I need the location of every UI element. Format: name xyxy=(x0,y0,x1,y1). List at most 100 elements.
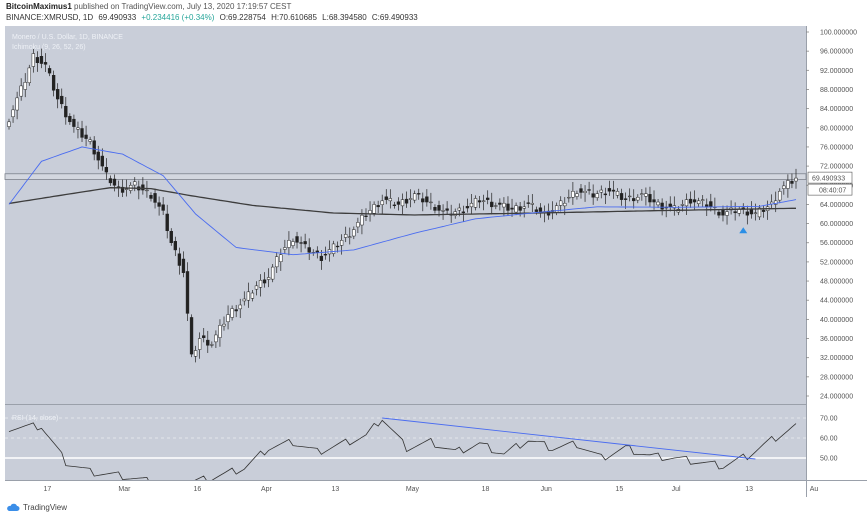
candle-body xyxy=(498,202,502,205)
time-tick-label: Mar xyxy=(118,486,131,493)
candle-body xyxy=(141,184,145,191)
candle-body xyxy=(579,188,583,193)
candle-body xyxy=(640,193,644,195)
candle-body xyxy=(319,255,324,261)
candle-body xyxy=(76,127,80,130)
candle-body xyxy=(473,198,478,208)
candle-body xyxy=(721,209,725,216)
last-price-label: 69.490933 xyxy=(812,176,845,183)
candle-body xyxy=(165,213,169,232)
price-tick-label: 32.000000 xyxy=(820,355,853,362)
candle-body xyxy=(429,201,433,204)
time-tick-label: 16 xyxy=(194,486,202,493)
rsi-pane-background xyxy=(5,405,806,480)
candle-body xyxy=(181,258,186,273)
signal-marker-triangle xyxy=(739,227,748,234)
candle-body xyxy=(514,205,518,213)
time-tick-label: Jul xyxy=(672,486,681,493)
countdown-label-box xyxy=(807,183,853,196)
candle-body xyxy=(571,191,575,198)
candle-body xyxy=(522,206,526,209)
candle-body xyxy=(692,199,697,203)
candle-body xyxy=(31,53,36,67)
candle-body xyxy=(157,202,161,207)
candle-body xyxy=(189,317,194,355)
candle-body xyxy=(384,196,388,200)
candle-body xyxy=(124,188,129,190)
candle-body xyxy=(35,57,40,63)
resistance-zone xyxy=(4,173,807,180)
candle-body xyxy=(96,151,100,161)
candle-body xyxy=(632,198,636,202)
candle-body xyxy=(173,241,177,251)
rsi-tick-label: 70.00 xyxy=(820,416,838,423)
candle-body xyxy=(408,198,413,200)
time-tick-label: Au xyxy=(810,486,819,493)
candle-body xyxy=(291,241,295,246)
candle-body xyxy=(254,285,259,290)
candle-body xyxy=(575,193,579,197)
candle-body xyxy=(202,335,206,338)
candle-body xyxy=(210,344,214,346)
candle-body xyxy=(271,266,275,280)
price-tick-label: 24.000000 xyxy=(820,394,853,401)
candle-body xyxy=(47,68,52,74)
candle-body xyxy=(607,188,612,192)
time-tick-label: 13 xyxy=(745,486,753,493)
candle-body xyxy=(287,240,291,248)
candle-body xyxy=(583,191,587,193)
candle-body xyxy=(193,350,198,357)
candle-body xyxy=(413,193,417,201)
candle-body xyxy=(717,211,721,216)
price-tick-label: 88.000000 xyxy=(820,87,853,94)
candle-body xyxy=(352,229,356,237)
candle-body xyxy=(84,134,88,139)
candle-body xyxy=(680,204,685,206)
candle-body xyxy=(611,189,616,192)
candle-body xyxy=(100,155,104,167)
price-tick-label: 56.000000 xyxy=(820,240,853,247)
candle-body xyxy=(457,207,461,211)
candle-body xyxy=(599,189,603,193)
rsi-tick-label: 60.00 xyxy=(820,436,838,443)
price-tick-label: 48.000000 xyxy=(820,279,853,286)
open-value: O:69.228754 xyxy=(219,13,266,22)
candle-body xyxy=(335,245,340,248)
candle-body xyxy=(92,140,96,155)
candle-body xyxy=(344,234,348,238)
candle-body xyxy=(120,186,125,193)
symbol-info: BINANCE:XMRUSD, 1D 69.490933 +0.234416 (… xyxy=(6,13,418,22)
candle-body xyxy=(56,89,60,100)
rsi-label: RSI (14, close) xyxy=(12,415,58,422)
price-tick-label: 76.000000 xyxy=(820,144,853,151)
candle-body xyxy=(494,205,498,207)
candle-body xyxy=(538,207,543,212)
candle-body xyxy=(177,253,182,266)
candle-body xyxy=(356,222,360,228)
candle-body xyxy=(437,205,441,211)
candle-body xyxy=(530,202,534,205)
price-tick-label: 36.000000 xyxy=(820,336,853,343)
candle-body xyxy=(481,200,486,202)
price-tick-label: 96.000000 xyxy=(820,49,853,56)
candle-body xyxy=(396,201,401,205)
candle-body xyxy=(741,207,745,209)
candle-body xyxy=(279,254,283,262)
fast-moving-average-line xyxy=(8,146,797,256)
candle-body xyxy=(745,211,749,216)
candle-body xyxy=(88,139,92,142)
time-tick-label: Apr xyxy=(261,486,273,493)
candle-body xyxy=(230,308,234,318)
candle-body xyxy=(250,292,255,299)
brand-label: TradingView xyxy=(23,503,68,512)
candle-body xyxy=(64,105,68,118)
candle-body xyxy=(486,197,490,200)
candle-body xyxy=(656,201,660,206)
candle-body xyxy=(108,178,113,184)
time-tick-label: May xyxy=(406,486,420,493)
last-price-label-box xyxy=(807,171,853,184)
candle-body xyxy=(323,253,328,256)
author-name[interactable]: BitcoinMaximus1 xyxy=(6,2,72,11)
slow-moving-average-line xyxy=(8,187,796,216)
